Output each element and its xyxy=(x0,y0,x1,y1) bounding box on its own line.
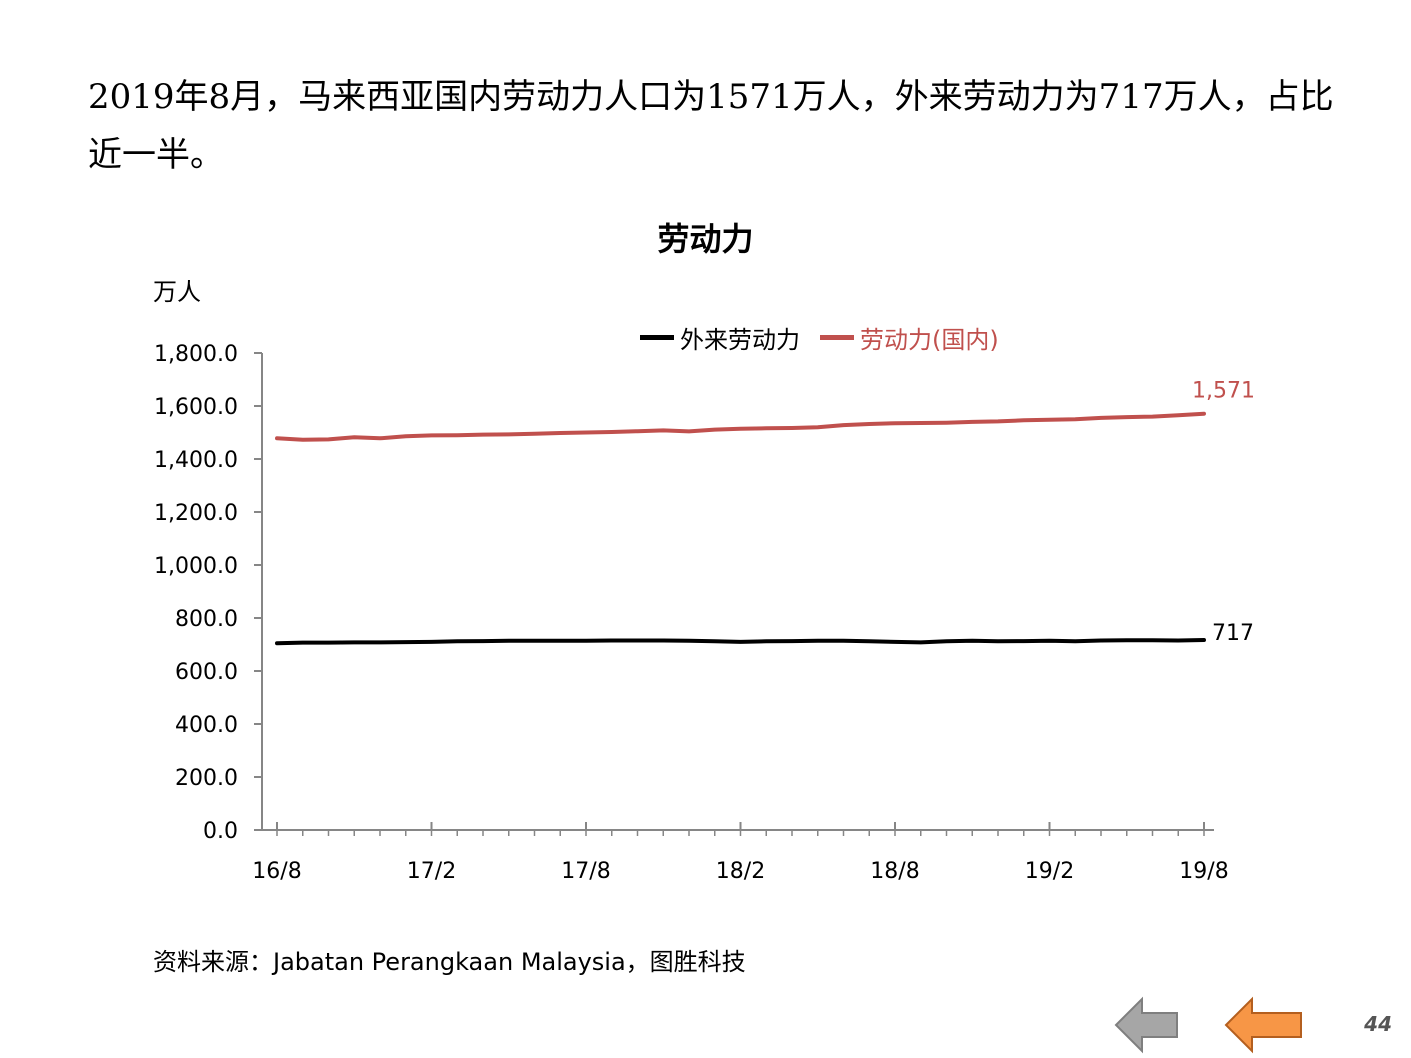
y-tick-label: 600.0 xyxy=(175,660,238,685)
legend-item-domestic-labor: 劳动力(国内) xyxy=(820,320,999,355)
data-label-foreign-labor-end: 717 xyxy=(1212,621,1254,646)
y-tick-label: 1,000.0 xyxy=(154,554,238,579)
y-tick-label: 1,400.0 xyxy=(154,448,238,473)
y-tick-label: 1,200.0 xyxy=(154,501,238,526)
y-tick-label: 1,800.0 xyxy=(154,342,238,367)
x-tick-label: 18/2 xyxy=(716,859,765,884)
y-axis-unit-label: 万人 xyxy=(153,278,201,306)
chart-title: 劳动力 xyxy=(657,220,754,258)
back-arrow-button[interactable] xyxy=(1114,996,1180,1054)
series-line-domestic-labor xyxy=(275,411,1206,442)
x-tick-label: 18/8 xyxy=(870,859,919,884)
chart-legend: 外来劳动力 劳动力(国内) xyxy=(640,320,1019,355)
x-tick-label: 17/8 xyxy=(561,859,610,884)
forward-arrow-button[interactable] xyxy=(1224,996,1304,1054)
legend-label-domestic-labor: 劳动力(国内) xyxy=(860,326,999,354)
x-tick-label: 16/8 xyxy=(252,859,301,884)
x-tick-label: 19/8 xyxy=(1179,859,1228,884)
y-tick-label: 400.0 xyxy=(175,713,238,738)
y-tick-label: 200.0 xyxy=(175,766,238,791)
legend-label-foreign-labor: 外来劳动力 xyxy=(680,326,800,354)
y-tick-label: 0.0 xyxy=(203,819,238,844)
legend-swatch-domestic-labor xyxy=(820,335,854,340)
legend-swatch-foreign-labor xyxy=(640,335,674,340)
headline: 2019年8月，马来西亚国内劳动力人口为1571万人，外来劳动力为717万人，占… xyxy=(88,77,1334,175)
x-tick-label: 17/2 xyxy=(407,859,456,884)
y-tick-label: 1,600.0 xyxy=(154,395,238,420)
series-line-foreign-labor xyxy=(275,638,1206,646)
legend-item-foreign-labor: 外来劳动力 xyxy=(640,320,800,355)
source-note: 资料来源：Jabatan Perangkaan Malaysia，图胜科技 xyxy=(153,948,746,976)
data-label-domestic-labor-end: 1,571 xyxy=(1192,379,1255,404)
x-tick-label: 19/2 xyxy=(1025,859,1074,884)
y-tick-label: 800.0 xyxy=(175,607,238,632)
page-number: 44 xyxy=(1364,1012,1392,1036)
